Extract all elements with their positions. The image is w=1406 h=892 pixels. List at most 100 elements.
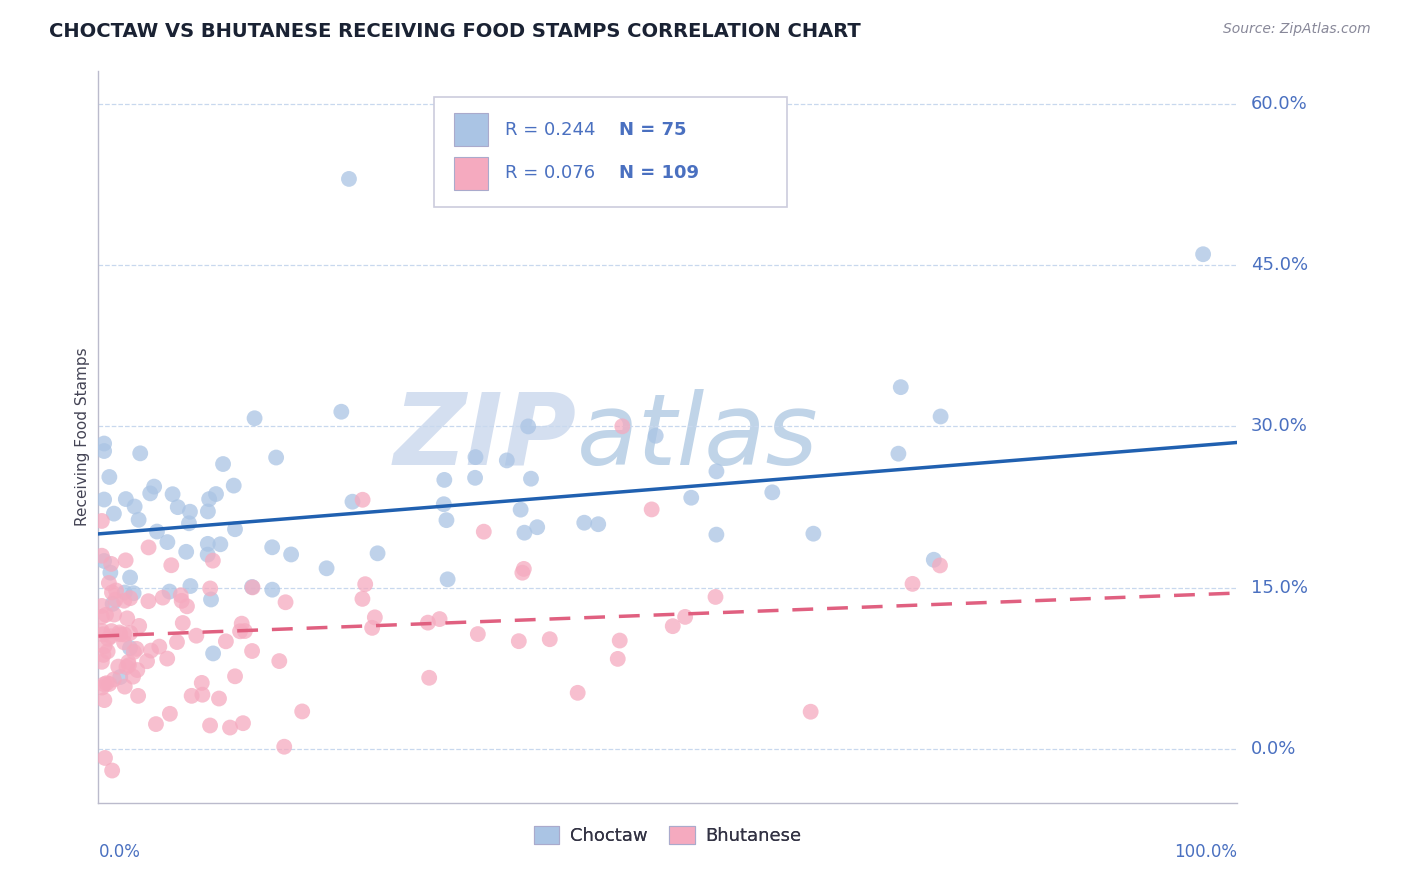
Point — [242, 581, 264, 595]
Point — [159, 706, 181, 721]
Point — [90, 655, 112, 669]
Point — [127, 663, 149, 677]
FancyBboxPatch shape — [454, 157, 488, 190]
Point — [98, 566, 121, 580]
Point — [436, 513, 458, 527]
Point — [200, 592, 222, 607]
Point — [143, 480, 166, 494]
Point — [122, 586, 145, 600]
Point — [198, 582, 221, 596]
Point — [176, 599, 198, 614]
Point — [93, 640, 115, 654]
Text: N = 109: N = 109 — [619, 164, 699, 182]
Point — [96, 676, 118, 690]
Point — [145, 717, 167, 731]
Point — [197, 548, 219, 562]
Point — [212, 457, 235, 471]
Text: 0.0%: 0.0% — [1251, 740, 1296, 758]
Point — [93, 693, 115, 707]
Point — [803, 526, 825, 541]
Point — [91, 627, 114, 641]
Point — [612, 419, 634, 434]
Point — [110, 627, 132, 641]
Point — [352, 591, 374, 606]
Point — [922, 553, 945, 567]
Point — [224, 522, 246, 536]
Point — [93, 444, 115, 458]
Point — [472, 524, 495, 539]
Point — [269, 654, 291, 668]
Point — [170, 588, 193, 602]
Point — [101, 585, 124, 599]
Point — [352, 492, 374, 507]
Point — [112, 627, 135, 641]
Point — [110, 670, 132, 684]
Point — [114, 491, 136, 506]
Point — [1192, 247, 1215, 261]
Point — [90, 599, 112, 613]
Text: 45.0%: 45.0% — [1251, 256, 1309, 274]
Point — [219, 721, 242, 735]
Point — [315, 561, 337, 575]
Point — [103, 607, 125, 622]
Point — [120, 570, 142, 584]
Point — [291, 705, 314, 719]
Point — [186, 629, 208, 643]
Point — [509, 502, 531, 516]
Point — [124, 500, 146, 514]
Point — [108, 625, 131, 640]
Point — [280, 548, 302, 562]
Point — [243, 411, 266, 425]
Point — [262, 582, 284, 597]
Point — [208, 691, 231, 706]
Point — [222, 478, 245, 492]
Text: ZIP: ZIP — [394, 389, 576, 485]
Point — [148, 640, 170, 654]
Point — [367, 546, 389, 560]
Point — [929, 409, 952, 424]
Point — [177, 516, 200, 531]
Point — [202, 647, 225, 661]
Text: 100.0%: 100.0% — [1174, 843, 1237, 861]
Text: 60.0%: 60.0% — [1251, 95, 1308, 112]
Point — [606, 652, 628, 666]
Text: 15.0%: 15.0% — [1251, 579, 1308, 597]
Text: CHOCTAW VS BHUTANESE RECEIVING FOOD STAMPS CORRELATION CHART: CHOCTAW VS BHUTANESE RECEIVING FOOD STAM… — [49, 22, 860, 41]
Point — [574, 516, 596, 530]
Point — [198, 718, 221, 732]
Point — [112, 635, 135, 649]
Point — [274, 595, 297, 609]
Point — [101, 764, 124, 778]
Point — [887, 447, 910, 461]
Point — [342, 494, 364, 508]
Point — [117, 655, 139, 669]
Point — [97, 644, 120, 658]
Point — [162, 487, 184, 501]
Point — [567, 686, 589, 700]
Point — [139, 643, 162, 657]
Point — [706, 527, 728, 541]
Point — [120, 626, 142, 640]
Point — [586, 517, 609, 532]
Point — [418, 671, 440, 685]
Point — [91, 681, 114, 695]
Point — [166, 635, 188, 649]
Point — [517, 419, 540, 434]
Point — [122, 670, 145, 684]
Point — [197, 504, 219, 518]
Point — [205, 487, 228, 501]
Point — [94, 607, 117, 622]
Point — [262, 541, 284, 555]
Point — [512, 566, 534, 580]
Point — [118, 640, 141, 655]
Point — [761, 485, 783, 500]
Point — [467, 627, 489, 641]
Point — [240, 580, 263, 594]
Point — [97, 632, 120, 646]
Point — [224, 669, 246, 683]
Point — [673, 610, 696, 624]
Point — [704, 590, 727, 604]
Point — [115, 660, 138, 674]
Point — [101, 597, 124, 611]
Text: N = 75: N = 75 — [619, 120, 686, 138]
